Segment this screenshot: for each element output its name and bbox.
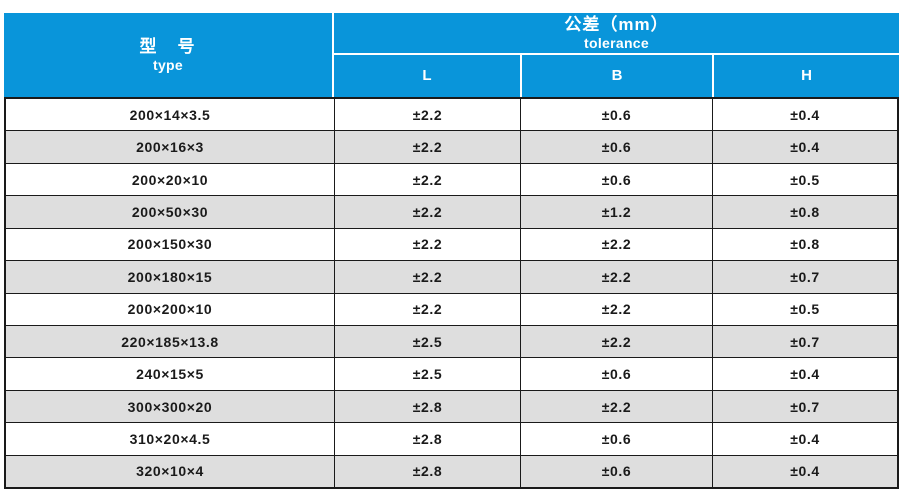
- table-row: 200×16×3 ±2.2 ±0.6 ±0.4: [6, 130, 897, 163]
- type-cell: 310×20×4.5: [129, 430, 211, 447]
- type-cell: 300×300×20: [127, 398, 213, 415]
- tolerance-cell-L: ±2.2: [334, 293, 520, 325]
- tolerance-cell-L: ±2.2: [334, 131, 520, 163]
- tolerance-cell-L: ±2.2: [334, 99, 520, 131]
- table-row: 320×10×4 ±2.8 ±0.6 ±0.4: [6, 454, 897, 488]
- tolerance-cell-L: ±2.5: [334, 358, 520, 390]
- tolerance-cell-L: ±2.8: [334, 390, 520, 423]
- tolerance-cell-B: ±0.6: [520, 163, 712, 196]
- table-row: 300×300×20 ±2.8 ±2.2 ±0.7: [6, 389, 897, 423]
- type-cell: 320×10×4: [136, 463, 204, 480]
- tolerance-cell-B: ±2.2: [520, 261, 712, 293]
- tolerance-cell-L: ±2.8: [334, 455, 520, 488]
- tolerance-cell-B: ±2.2: [520, 228, 712, 261]
- tolerance-cell-H: ±0.7: [712, 390, 897, 423]
- tolerance-cell-B: ±2.2: [520, 293, 712, 325]
- type-cell: 200×14×3.5: [129, 106, 211, 123]
- tolerance-cell-L: ±2.2: [334, 228, 520, 261]
- tolerance-cell-H: ±0.4: [712, 423, 897, 455]
- table-row: 240×15×5 ±2.5 ±0.6 ±0.4: [6, 357, 897, 390]
- tolerance-header-cell: 公差（mm） tolerance: [334, 13, 899, 55]
- type-label-en: type: [153, 56, 183, 73]
- type-cell: 200×200×10: [127, 301, 213, 318]
- table-body: 200×14×3.5 ±2.2 ±0.6 ±0.4 200×16×3 ±2.2 …: [4, 97, 899, 489]
- type-cell: 200×150×30: [127, 236, 213, 253]
- table-row: 310×20×4.5 ±2.8 ±0.6 ±0.4: [6, 422, 897, 455]
- type-cell: 200×180×15: [127, 268, 213, 285]
- type-cell: 220×185×13.8: [121, 333, 219, 350]
- table-row: 200×20×10 ±2.2 ±0.6 ±0.5: [6, 162, 897, 196]
- tolerance-cell-L: ±2.5: [334, 325, 520, 358]
- table-row: 200×150×30 ±2.2 ±2.2 ±0.8: [6, 227, 897, 261]
- tolerance-cell-B: ±1.2: [520, 196, 712, 228]
- column-header-L: L: [422, 66, 432, 84]
- tolerance-cell-B: ±2.2: [520, 390, 712, 423]
- tolerance-cell-B: ±0.6: [520, 358, 712, 390]
- table-row: 200×200×10 ±2.2 ±2.2 ±0.5: [6, 292, 897, 325]
- column-header-B: B: [520, 55, 712, 97]
- tolerance-cell-B: ±0.6: [520, 131, 712, 163]
- table-row: 220×185×13.8 ±2.5 ±2.2 ±0.7: [6, 324, 897, 358]
- tolerance-cell-L: ±2.2: [334, 163, 520, 196]
- type-cell: 240×15×5: [136, 366, 204, 383]
- tolerance-cell-B: ±2.2: [520, 325, 712, 358]
- table-row: 200×180×15 ±2.2 ±2.2 ±0.7: [6, 260, 897, 293]
- tolerance-cell-H: ±0.7: [712, 325, 897, 358]
- tolerance-cell-L: ±2.2: [334, 196, 520, 228]
- tolerance-cell-H: ±0.4: [712, 455, 897, 488]
- type-label-zh: 型 号: [139, 36, 197, 56]
- type-cell: 200×20×10: [131, 171, 209, 188]
- tolerance-cell-B: ±0.6: [520, 99, 712, 131]
- type-header-cell: 型 号 type: [4, 13, 334, 97]
- tolerance-cell-H: ±0.8: [712, 228, 897, 261]
- tolerance-cell-H: ±0.5: [712, 293, 897, 325]
- tolerance-cell-H: ±0.8: [712, 196, 897, 228]
- tolerance-label-en: tolerance: [584, 34, 649, 51]
- tolerance-cell-L: ±2.8: [334, 423, 520, 455]
- table-row: 200×14×3.5 ±2.2 ±0.6 ±0.4: [6, 99, 897, 131]
- tolerance-cell-B: ±0.6: [520, 423, 712, 455]
- tolerance-label-zh: 公差（mm）: [564, 14, 669, 34]
- tolerance-spec-table: 型 号 type 公差（mm） tolerance L B H 200×14×3…: [4, 13, 899, 489]
- type-cell: 200×50×30: [131, 203, 209, 220]
- tolerance-cell-H: ±0.4: [712, 99, 897, 131]
- tolerance-cell-H: ±0.4: [712, 131, 897, 163]
- tolerance-cell-L: ±2.2: [334, 261, 520, 293]
- table-row: 200×50×30 ±2.2 ±1.2 ±0.8: [6, 195, 897, 228]
- column-header-H: H: [712, 55, 899, 97]
- tolerance-cell-H: ±0.5: [712, 163, 897, 196]
- tolerance-cell-H: ±0.7: [712, 261, 897, 293]
- type-cell: 200×16×3: [136, 139, 204, 156]
- table-header: 型 号 type 公差（mm） tolerance L B H: [4, 13, 899, 97]
- tolerance-cell-B: ±0.6: [520, 455, 712, 488]
- tolerance-cell-H: ±0.4: [712, 358, 897, 390]
